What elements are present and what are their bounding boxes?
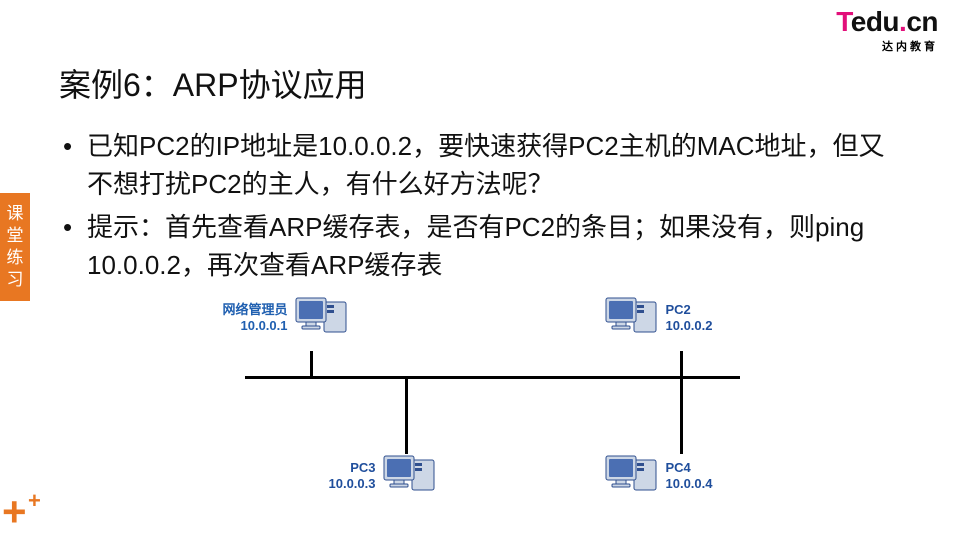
- logo-letter-cn: cn: [906, 6, 938, 37]
- plus-icon: +: [2, 488, 27, 536]
- side-tab-char: 习: [0, 269, 30, 291]
- slide-title: 案例6：ARP协议应用: [59, 60, 367, 106]
- bus-drop: [680, 351, 683, 376]
- pc-node-pc2: PC210.0.0.2: [593, 296, 723, 338]
- bus-drop: [310, 351, 313, 376]
- bullet-item: 已知PC2的IP地址是10.0.0.2，要快速获得PC2主机的MAC地址，但又不…: [59, 128, 889, 203]
- logo-letter-t: T: [836, 6, 851, 37]
- bus-drop: [680, 376, 683, 454]
- network-diagram: 网络管理员10.0.0.1 PC210.0.0.2 PC310.0.0.3: [190, 296, 800, 516]
- logo-letter-edu: edu: [851, 6, 899, 37]
- brand-logo: Tedu.cn 达内教育: [836, 8, 938, 54]
- computer-icon: [604, 296, 660, 338]
- pc-label: PC310.0.0.3: [329, 460, 376, 491]
- pc-node-pc3: PC310.0.0.3: [318, 454, 448, 496]
- bullet-item: 提示：首先查看ARP缓存表，是否有PC2的条目；如果没有，则ping 10.0.…: [59, 209, 889, 284]
- pc-node-pc4: PC410.0.0.4: [593, 454, 723, 496]
- pc-label: 网络管理员10.0.0.1: [222, 302, 287, 333]
- computer-icon: [382, 454, 438, 496]
- side-tab: 课 堂 练 习: [0, 193, 30, 301]
- bus-drop: [405, 376, 408, 454]
- brand-logo-text: Tedu.cn: [836, 8, 938, 36]
- pc-label: PC410.0.0.4: [666, 460, 713, 491]
- plus-icon: +: [28, 488, 41, 514]
- side-tab-char: 课: [0, 203, 30, 225]
- pc-label: PC210.0.0.2: [666, 302, 713, 333]
- bullet-list: 已知PC2的IP地址是10.0.0.2，要快速获得PC2主机的MAC地址，但又不…: [59, 128, 889, 291]
- computer-icon: [604, 454, 660, 496]
- bus-line: [245, 376, 740, 379]
- side-tab-char: 堂: [0, 225, 30, 247]
- computer-icon: [294, 296, 350, 338]
- brand-logo-sub: 达内教育: [836, 38, 938, 54]
- pc-node-admin: 网络管理员10.0.0.1: [221, 296, 351, 338]
- side-tab-char: 练: [0, 247, 30, 269]
